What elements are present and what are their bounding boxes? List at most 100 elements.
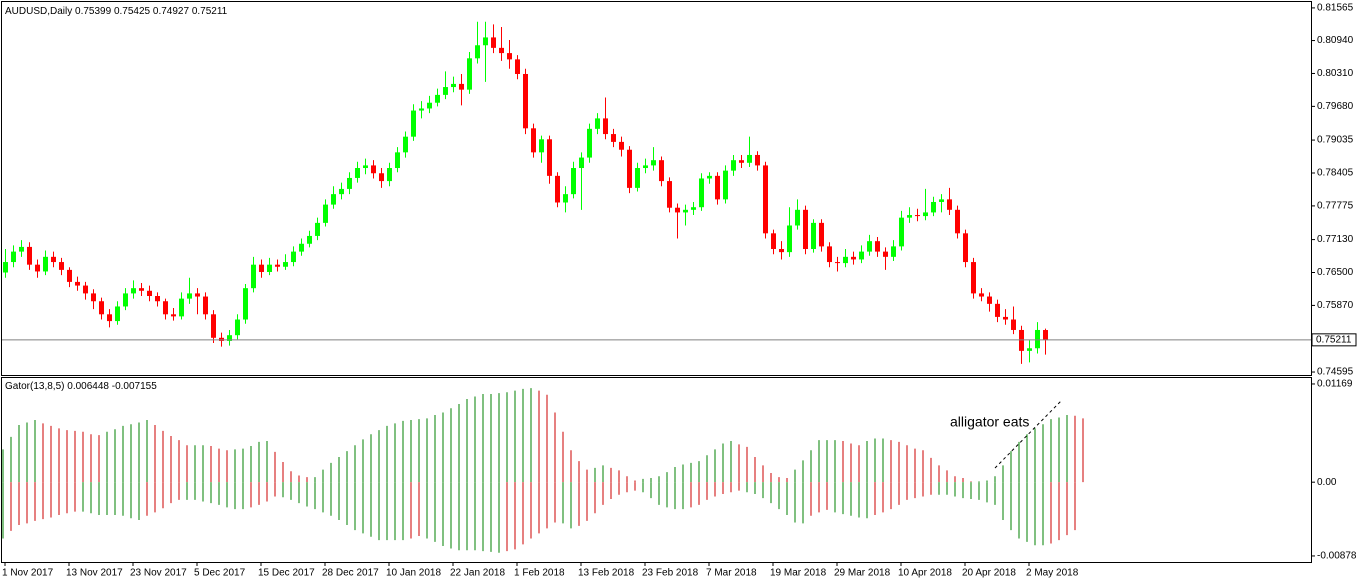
candle-body — [923, 212, 928, 217]
y-tick-label: 0.77130 — [1317, 234, 1354, 245]
candle-body — [715, 175, 720, 200]
candle-body — [19, 246, 24, 252]
candle-body — [571, 168, 576, 195]
candle-body — [419, 108, 424, 111]
candle-body — [947, 199, 952, 210]
candle-body — [67, 269, 72, 282]
candle-body — [1043, 330, 1048, 340]
candle-body — [699, 178, 704, 208]
candle-body — [603, 118, 608, 135]
candle-body — [763, 165, 768, 234]
candle-body — [371, 165, 376, 174]
candle-body — [635, 168, 640, 188]
candle-body — [963, 233, 968, 263]
candle-body — [315, 222, 320, 236]
candle-body — [867, 241, 872, 252]
candle-body — [363, 165, 368, 169]
candle-body — [379, 173, 384, 182]
y-tick-label: 0.01169 — [1317, 379, 1353, 390]
candle-body — [803, 209, 808, 249]
candle-body — [155, 296, 160, 302]
candle-body — [499, 47, 504, 54]
candle-body — [835, 262, 840, 264]
candle-body — [747, 154, 752, 163]
candle-body — [427, 102, 432, 109]
candle-body — [123, 293, 128, 307]
x-tick-label: 23 Nov 2017 — [130, 568, 187, 579]
price-panel — [1, 1, 1312, 376]
candle-body — [843, 256, 848, 264]
candle-body — [595, 118, 600, 129]
candle-body — [51, 256, 56, 263]
candle-body — [619, 141, 624, 150]
y-tick-label: 0.79680 — [1317, 101, 1354, 112]
candle-body — [859, 251, 864, 260]
x-tick-label: 10 Apr 2018 — [898, 568, 952, 579]
candle-body — [691, 207, 696, 210]
gator-title: Gator(13,8,5) — [5, 381, 64, 392]
close-value: 0.75211 — [192, 6, 228, 17]
candle-body — [1011, 319, 1016, 330]
y-tick-label: -0.00878 — [1317, 551, 1357, 562]
candle-body — [443, 87, 448, 95]
candle-body — [811, 222, 816, 249]
candle-body — [643, 165, 648, 169]
candle-body — [955, 209, 960, 234]
candle-body — [827, 246, 832, 263]
candle-body — [43, 256, 48, 272]
candle-body — [187, 293, 192, 299]
candle-body — [411, 110, 416, 137]
gator-header: Gator(13,8,5) 0.006448 -0.007155 — [5, 381, 157, 392]
candle-body — [1019, 329, 1024, 351]
candle-body — [347, 177, 352, 189]
candle-body — [563, 194, 568, 203]
x-tick-label: 15 Dec 2017 — [258, 568, 315, 579]
candle-body — [539, 139, 544, 153]
candle-body — [251, 264, 256, 289]
candle-body — [227, 335, 232, 341]
candle-body — [291, 251, 296, 263]
x-tick-label: 22 Jan 2018 — [450, 568, 505, 579]
candle-body — [403, 136, 408, 153]
y-tick-label: 0.74595 — [1317, 367, 1354, 378]
x-tick-label: 1 Nov 2017 — [2, 568, 54, 579]
candle-body — [579, 157, 584, 169]
gator-lower-value: -0.007155 — [112, 381, 157, 392]
x-tick-label: 28 Dec 2017 — [322, 568, 379, 579]
candle-body — [491, 37, 496, 48]
candle-body — [179, 298, 184, 317]
price-label-box — [1311, 333, 1357, 347]
candle-body — [355, 168, 360, 178]
gator-upper-value: 0.006448 — [67, 381, 109, 392]
candle-body — [1003, 316, 1008, 320]
x-tick-label: 5 Dec 2017 — [194, 568, 246, 579]
x-tick-label: 19 Mar 2018 — [770, 568, 827, 579]
candle-body — [899, 217, 904, 247]
candle-body — [931, 201, 936, 213]
x-tick-label: 2 May 2018 — [1026, 568, 1079, 579]
candle-body — [995, 303, 1000, 317]
candle-body — [515, 59, 520, 74]
candle-body — [971, 262, 976, 294]
annotation: alligator eats — [950, 414, 1029, 430]
candle-body — [523, 73, 528, 129]
candle-body — [683, 209, 688, 213]
price-label: 0.75211 — [1316, 334, 1352, 345]
candle-body — [707, 175, 712, 179]
y-tick-label: 0.78405 — [1317, 168, 1354, 179]
candle-body — [259, 264, 264, 272]
y-tick-label: 0.80940 — [1317, 35, 1354, 46]
annotation-line — [994, 399, 1063, 469]
candle-body — [467, 58, 472, 90]
candle-body — [339, 188, 344, 195]
x-tick-label: 7 Mar 2018 — [706, 568, 757, 579]
high-value: 0.75425 — [114, 6, 151, 17]
y-tick-label: 0.00 — [1317, 477, 1337, 488]
y-tick-label: 0.81565 — [1317, 3, 1354, 14]
candle-body — [723, 170, 728, 200]
y-tick-label: 0.76500 — [1317, 267, 1354, 278]
candle-body — [891, 246, 896, 257]
candle-body — [779, 248, 784, 253]
candle-body — [395, 152, 400, 169]
